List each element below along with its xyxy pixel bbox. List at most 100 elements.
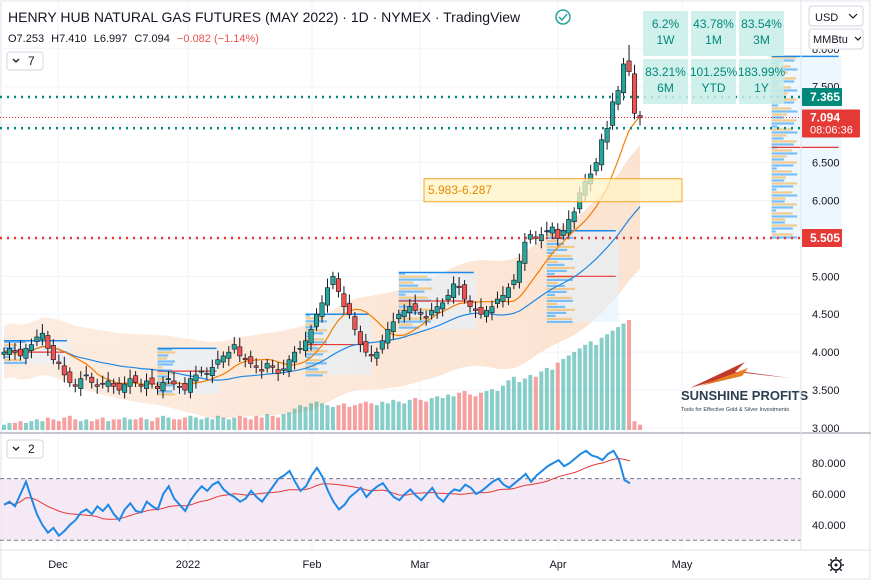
gear-icon[interactable] — [828, 557, 844, 573]
profile-bar — [771, 209, 777, 212]
volume-bar — [347, 406, 352, 430]
candle-body — [335, 278, 341, 292]
logo-tagline: Tools for Effective Gold & Silver Invest… — [681, 407, 789, 413]
profile-bar — [305, 341, 327, 344]
profile-bar — [157, 390, 173, 393]
time-axis[interactable]: Dec 2022 Feb Mar Apr May — [48, 559, 693, 571]
volume-bar — [204, 417, 209, 430]
profile-bar — [771, 176, 787, 179]
profile-bar — [398, 287, 433, 290]
candle-body — [462, 284, 468, 300]
volume-bar — [270, 415, 275, 430]
profile-bar — [305, 371, 328, 374]
profile-bar — [771, 89, 798, 92]
volume-bar — [84, 419, 89, 430]
candle-body — [368, 354, 374, 357]
profile-bar — [771, 218, 786, 221]
candle-body — [193, 374, 199, 382]
volume-bar — [479, 392, 483, 430]
ohlc-high: H7.410 — [51, 33, 86, 45]
profile-bar — [771, 164, 794, 167]
volume-bar — [550, 369, 555, 430]
volume-bar — [155, 417, 160, 430]
profile-bar — [771, 185, 794, 188]
profile-bar — [398, 272, 406, 275]
candle-body — [445, 294, 451, 301]
profile-bar — [398, 293, 406, 296]
profile-bar — [771, 182, 797, 185]
candle-body — [308, 329, 314, 344]
candle-body — [138, 384, 144, 387]
candle-body — [182, 382, 188, 391]
profile-bar — [546, 290, 567, 294]
candle-body — [45, 335, 51, 349]
volume-bar — [385, 403, 390, 430]
candle-body — [275, 369, 281, 374]
candle-body — [385, 329, 391, 344]
volume-bar — [621, 323, 626, 430]
rsi-indicator-count: 2 — [28, 442, 35, 456]
candle-body — [604, 128, 610, 143]
performance-cell — [643, 59, 688, 104]
candle-body — [226, 351, 232, 359]
candle-body — [176, 385, 182, 388]
volume-bar — [522, 378, 527, 430]
candle-body — [303, 340, 309, 351]
profile-bar — [305, 326, 318, 329]
profile-bar — [157, 360, 175, 363]
volume-bar — [265, 414, 270, 430]
candle-body — [6, 348, 12, 355]
volume-bar — [374, 405, 379, 430]
chevron-down-icon — [848, 13, 858, 19]
ohlc-low: L6.997 — [94, 33, 128, 45]
volume-bar — [188, 415, 193, 430]
profile-bar — [771, 152, 798, 155]
rsi-indicators-toggle-button[interactable]: 2 — [6, 439, 44, 459]
currency-selector[interactable]: USD — [808, 5, 864, 27]
volume-bar — [489, 389, 494, 430]
profile-bar — [771, 191, 793, 194]
candlesticks — [1, 45, 643, 399]
candle-body — [527, 234, 533, 240]
volume-bar — [117, 419, 122, 430]
performance-value: 43.78% — [693, 17, 734, 31]
profile-bar — [771, 224, 797, 227]
volume-bar — [435, 396, 440, 430]
rsi-tick-label: 60.000 — [812, 489, 846, 501]
chevron-down-icon — [12, 446, 20, 451]
volume-bar — [539, 371, 544, 430]
volume-bar — [7, 422, 12, 430]
ohlc-change: −0.082 (−1.14%) — [177, 33, 259, 45]
profile-bar — [305, 323, 317, 326]
performance-cell — [691, 59, 736, 104]
volume-bar — [314, 401, 319, 430]
volume-bar — [451, 396, 456, 430]
volume-bar — [144, 419, 149, 430]
candle-body — [621, 63, 627, 94]
profile-bar — [771, 179, 785, 182]
volume-bar — [67, 415, 72, 430]
volume-bar — [396, 401, 401, 430]
candle-body — [149, 377, 155, 385]
candle-body — [555, 228, 561, 239]
candle-body — [50, 345, 56, 361]
candle-body — [105, 380, 111, 387]
volume-bar — [495, 390, 500, 430]
candle-body — [467, 301, 473, 307]
unit-selector[interactable]: MMBtu — [808, 28, 864, 50]
performance-period: 1Y — [754, 81, 769, 95]
profile-bar — [4, 361, 26, 364]
last-price-value: 7.094 — [810, 111, 840, 125]
time-tick-label: 2022 — [176, 559, 200, 571]
profile-bar — [305, 314, 310, 317]
indicators-toggle-button[interactable]: 7 — [6, 51, 44, 71]
volume-bar — [128, 419, 133, 430]
profile-bar — [546, 287, 575, 291]
rsi-axis[interactable]: 40.000 60.000 80.000 — [812, 458, 846, 532]
profile-bar — [157, 372, 176, 375]
volume-bar — [468, 394, 473, 430]
rsi-band — [0, 478, 801, 541]
settings-eye-icon[interactable] — [555, 9, 571, 25]
volume-bar — [517, 382, 522, 430]
ohlc-open: O7.253 — [8, 33, 44, 45]
